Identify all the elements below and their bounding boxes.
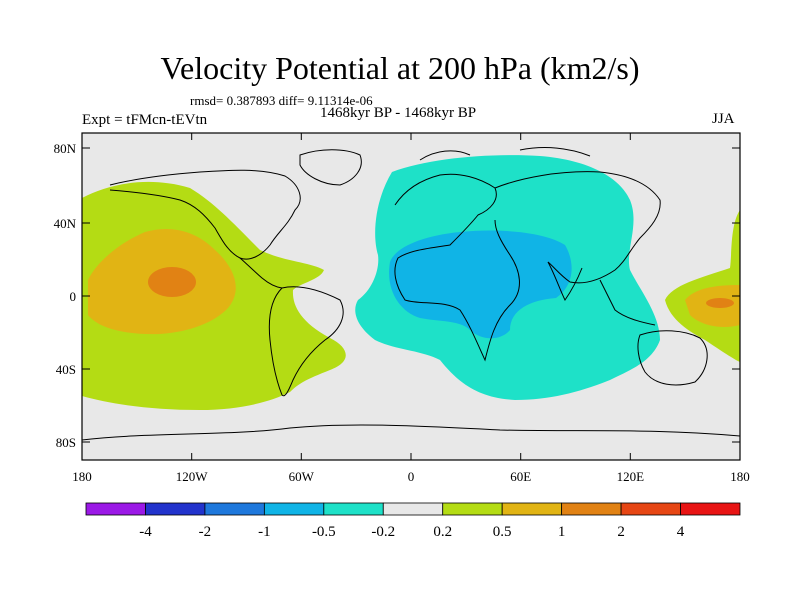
colorbar-swatch (382, 502, 444, 516)
coastlines (82, 147, 740, 441)
lon-label: 120E (617, 469, 645, 484)
colorbar-swatch (204, 502, 265, 516)
colorbar: -4 -2 -1 -0.5 -0.2 0.2 0.5 1 2 4 (85, 502, 741, 540)
lon-label: 180 (72, 469, 92, 484)
africa-core-contour (389, 230, 572, 339)
lon-label: 180 (730, 469, 750, 484)
coast-asia (494, 171, 661, 284)
map-area (82, 133, 740, 460)
plot-title: Velocity Potential at 200 hPa (km2/s) (160, 50, 640, 86)
colorbar-swatch (620, 502, 681, 516)
colorbar-label: -4 (139, 524, 152, 540)
coast-north-america (109, 169, 301, 260)
colorbar-label: -2 (199, 524, 212, 540)
coast-arctic-islands (419, 147, 591, 161)
colorbar-label: -0.5 (312, 524, 336, 540)
coast-south-america (268, 286, 344, 397)
colorbar-label: 2 (617, 524, 625, 540)
experiment-label: Expt = tFMcn-tEVtn (82, 112, 208, 128)
lat-label: 40N (54, 216, 77, 231)
colorbar-label: 0.5 (493, 524, 512, 540)
colorbar-swatch (561, 502, 622, 516)
colorbar-label: -1 (258, 524, 271, 540)
lat-label: 0 (70, 289, 77, 304)
colorbar-swatch (145, 502, 206, 516)
coast-europe-africa (394, 173, 520, 362)
colorbar-swatch (85, 502, 146, 516)
stats-text: rmsd= 0.387893 diff= 9.11314e-06 (190, 93, 373, 108)
lon-label: 60E (510, 469, 531, 484)
coast-central-america (239, 257, 283, 289)
colorbar-label: -0.2 (371, 524, 395, 540)
lon-label: 60W (289, 469, 315, 484)
coast-antarctica (82, 424, 740, 441)
colorbar-swatch (680, 502, 741, 516)
colorbar-swatch (501, 502, 563, 516)
colorbar-label: 4 (677, 524, 685, 540)
colorbar-swatch (263, 502, 325, 516)
colorbar-label: 0.2 (433, 524, 452, 540)
colorbar-swatch (442, 502, 503, 516)
coast-greenland (299, 149, 362, 186)
colorbar-swatch (323, 502, 384, 516)
lat-label: 80S (56, 435, 76, 450)
axis-ticks: 80N 40N 0 40S 80S 180 120W 60W 0 60E 120E 180 (54, 133, 750, 484)
wpacific-max-contour (706, 298, 734, 308)
lat-label: 80N (54, 141, 77, 156)
pacific-max-contour (148, 267, 196, 297)
lon-label: 0 (408, 469, 415, 484)
colorbar-label: 1 (558, 524, 566, 540)
season-label: JJA (712, 111, 735, 127)
coast-australia (637, 330, 708, 386)
period-label: 1468kyr BP - 1468kyr BP (320, 105, 477, 121)
lat-label: 40S (56, 362, 76, 377)
lon-label: 120W (176, 469, 209, 484)
coast-india (547, 261, 583, 301)
coast-southeast-asia (599, 279, 656, 326)
